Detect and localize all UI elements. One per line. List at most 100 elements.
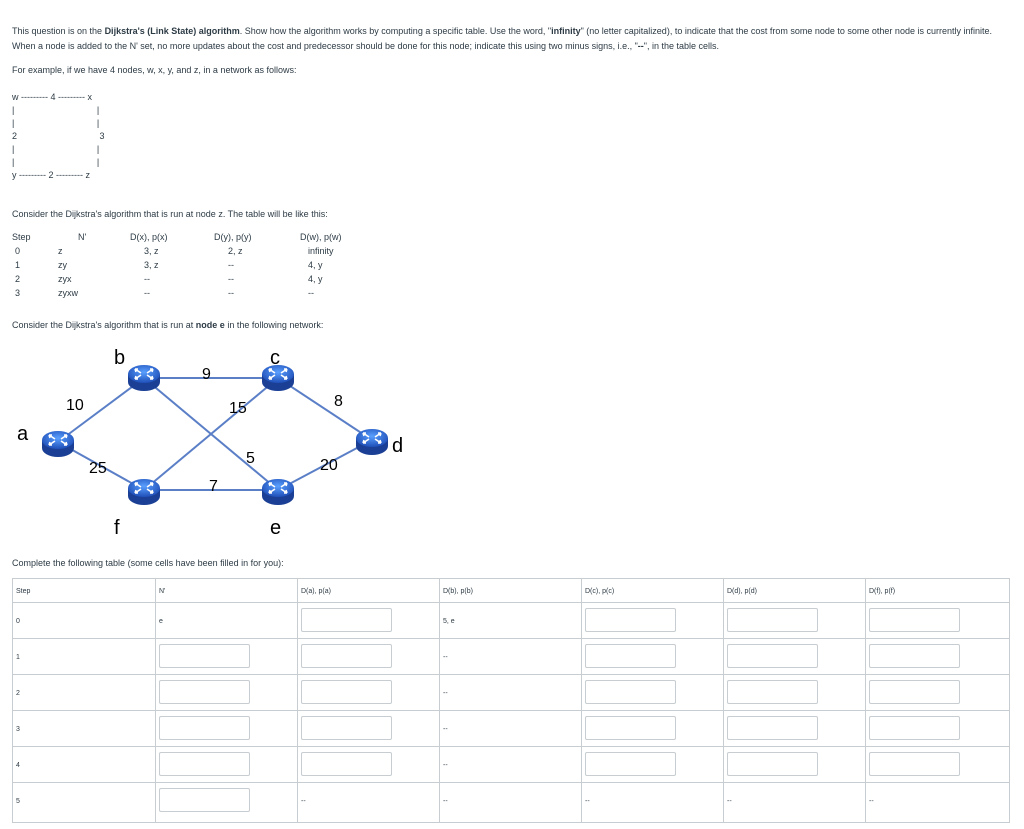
edge-cost-c-d: 8 (334, 393, 343, 410)
answer-table-row: 3 -- (13, 711, 1009, 747)
edge-cost-c-f: 15 (229, 400, 247, 417)
example-cell: zy (58, 260, 67, 270)
answer-input-cell (581, 747, 723, 782)
answer-step-cell: 3 (13, 711, 155, 746)
intro-dash-symbol: -- (637, 41, 644, 51)
node-label-b: b (114, 347, 125, 369)
answer-input-field[interactable] (727, 608, 818, 632)
edge-a-b (57, 377, 145, 443)
answer-table-header: Step N' D(a), p(a) D(b), p(b) D(c), p(c) D(d)… (13, 579, 1009, 603)
answer-input-field[interactable] (727, 716, 818, 740)
answer-table-row: 1 -- (13, 639, 1009, 675)
answer-input-cell (297, 639, 439, 674)
answer-input-field[interactable] (585, 680, 676, 704)
answer-step-label: 2 (16, 690, 20, 697)
example-cell: zyx (58, 274, 72, 284)
answer-input-cell (865, 639, 1009, 674)
answer-input-field[interactable] (301, 716, 392, 740)
answer-input-field[interactable] (585, 752, 676, 776)
answer-step-cell: 2 (13, 675, 155, 710)
answer-input-cell (865, 603, 1009, 638)
edge-c-d (277, 377, 373, 441)
edge-c-f (143, 377, 279, 491)
answer-input-field[interactable] (585, 608, 676, 632)
answer-input-field[interactable] (159, 716, 250, 740)
answer-input-field[interactable] (869, 644, 960, 668)
network-caption-pre: Consider the Dijkstra's algorithm that i… (12, 320, 196, 330)
answer-table-row: 5 -- -- -- -- -- (13, 783, 1009, 822)
answer-filled-cell: -- (581, 783, 723, 822)
network-caption-post: in the following network: (224, 320, 324, 330)
answer-input-field[interactable] (869, 608, 960, 632)
edge-cost-a-f: 25 (89, 460, 107, 477)
answer-header-label: D(d), p(d) (727, 588, 757, 595)
example-header-cell: D(x), p(x) (130, 232, 168, 242)
answer-header-cell: N' (155, 579, 297, 602)
answer-header-cell: D(a), p(a) (297, 579, 439, 602)
answer-input-cell (723, 675, 865, 710)
example-cell: 2, z (228, 246, 243, 256)
answer-input-field[interactable] (301, 752, 392, 776)
example-cell: -- (308, 288, 314, 298)
answer-input-field[interactable] (727, 752, 818, 776)
answer-input-field[interactable] (869, 716, 960, 740)
ascii-network: w --------- 4 --------- x | | | | 2 3 | … (12, 92, 105, 180)
answer-header-label: D(a), p(a) (301, 588, 331, 595)
answer-input-cell (865, 747, 1009, 782)
answer-input-field[interactable] (585, 716, 676, 740)
example-header-cell: Step (12, 232, 31, 242)
network-edges (57, 377, 373, 491)
answer-input-field[interactable] (159, 752, 250, 776)
answer-filled-cell: -- (439, 639, 581, 674)
answer-filled-value: -- (869, 798, 874, 805)
question-intro: This question is on the Dijkstra's (Link… (12, 24, 1012, 54)
edge-cost-a-b: 10 (66, 397, 84, 414)
node-label-c: c (270, 347, 280, 369)
example-cell: 0 (15, 246, 21, 256)
answer-input-field[interactable] (159, 644, 250, 668)
example-cell: 3, z (144, 260, 159, 270)
answer-table-row: 4 -- (13, 747, 1009, 783)
answer-filled-cell: 5, e (439, 603, 581, 638)
answer-input-field[interactable] (869, 680, 960, 704)
answer-filled-value: -- (301, 798, 306, 805)
answer-input-field[interactable] (727, 644, 818, 668)
answer-step-cell: 5 (13, 783, 155, 822)
example-cell: -- (144, 288, 150, 298)
answer-filled-cell: -- (723, 783, 865, 822)
answer-header-label: Step (16, 588, 31, 595)
answer-table-row: 0 e 5, e (13, 603, 1009, 639)
answer-input-field[interactable] (301, 644, 392, 668)
answer-input-field[interactable] (301, 680, 392, 704)
answer-input-field[interactable] (727, 680, 818, 704)
answer-input-field[interactable] (869, 752, 960, 776)
answer-input-field[interactable] (159, 680, 250, 704)
router-d-icon (355, 428, 389, 456)
answer-filled-cell: -- (297, 783, 439, 822)
answer-input-cell (297, 747, 439, 782)
edge-cost-b-e: 5 (246, 450, 255, 467)
answer-input-field[interactable] (301, 608, 392, 632)
answer-step-cell: 1 (13, 639, 155, 674)
answer-header-label: D(b), p(b) (443, 588, 473, 595)
answer-input-field[interactable] (159, 788, 250, 812)
answer-header-cell: D(b), p(b) (439, 579, 581, 602)
answer-filled-value: e (159, 618, 163, 625)
example-intro: For example, if we have 4 nodes, w, x, y… (12, 65, 297, 75)
answer-filled-value: -- (585, 798, 590, 805)
answer-table-row: 2 -- (13, 675, 1009, 711)
node-label-a: a (17, 423, 29, 445)
intro-text-1: This question is on the (12, 26, 105, 36)
example-cell: 1 (15, 260, 21, 270)
answer-header-cell: D(f), p(f) (865, 579, 1009, 602)
network-caption: Consider the Dijkstra's algorithm that i… (12, 320, 323, 330)
answer-input-cell (581, 639, 723, 674)
answer-header-cell: D(d), p(d) (723, 579, 865, 602)
answer-filled-value: -- (443, 798, 448, 805)
answer-input-field[interactable] (585, 644, 676, 668)
edge-cost-e-d: 20 (320, 457, 338, 474)
example-cell: infinity (308, 246, 334, 256)
answer-input-cell (723, 639, 865, 674)
answer-input-cell (865, 675, 1009, 710)
answer-filled-cell: e (155, 603, 297, 638)
